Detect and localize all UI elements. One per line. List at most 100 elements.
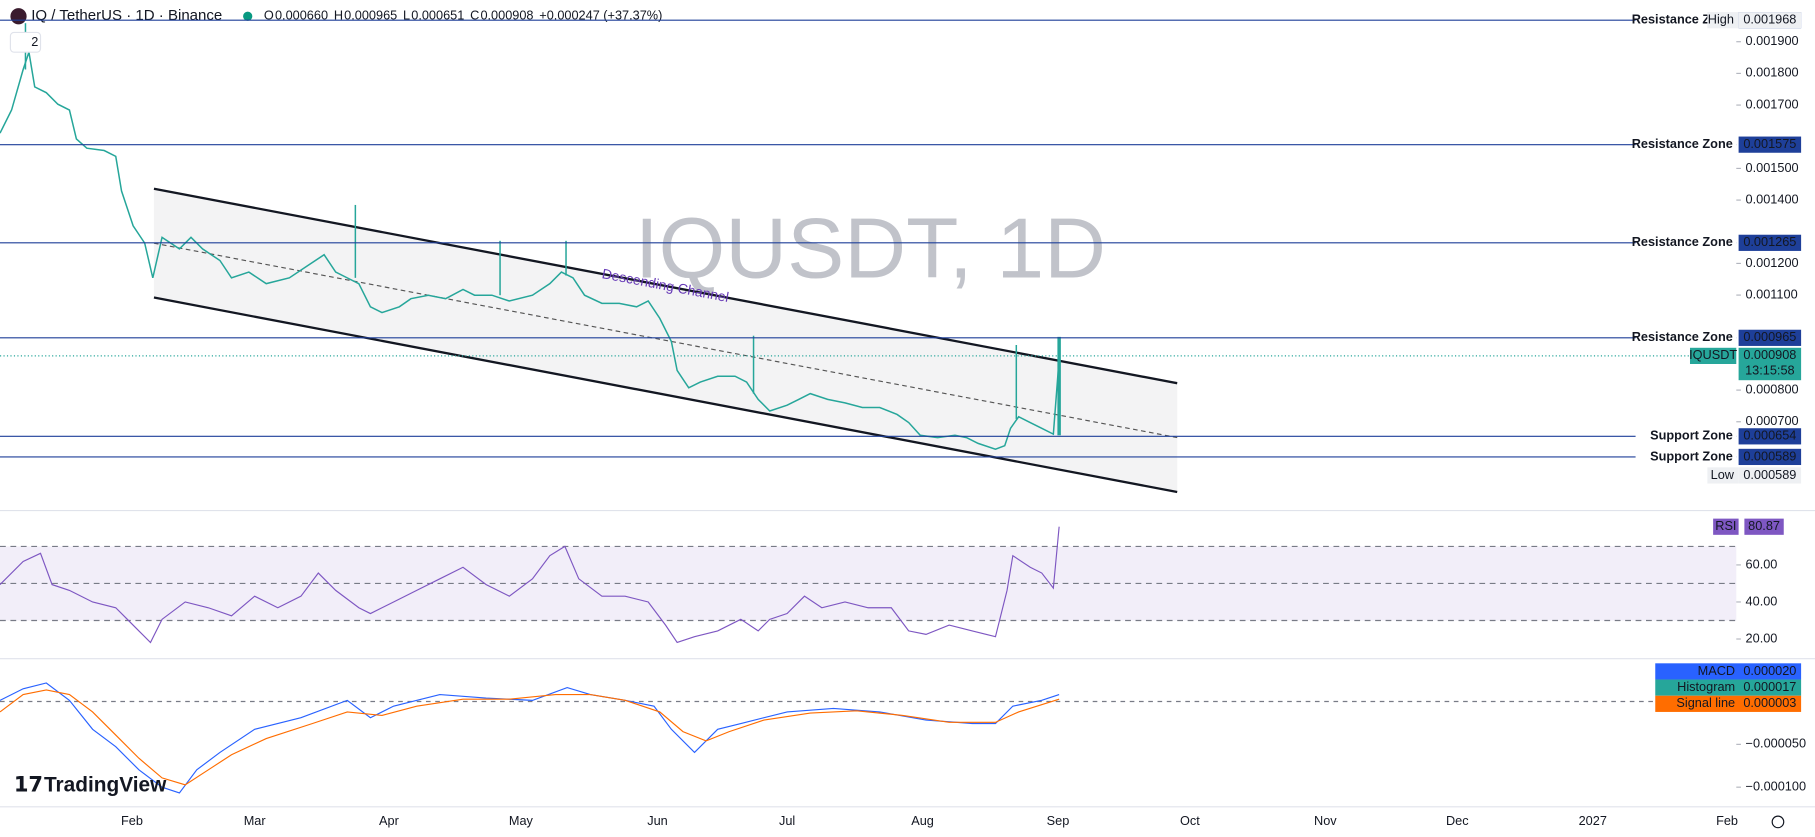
- ohlc-key: O: [264, 8, 274, 23]
- level-label: Resistance Zone: [1632, 136, 1733, 151]
- price-tag: [1738, 329, 1802, 346]
- market-status: [243, 11, 253, 21]
- watermark: IQUSDT, 1D: [635, 200, 1106, 296]
- level-label: Support Zone: [1650, 428, 1733, 443]
- price-tick-label: 0.000800: [1746, 381, 1799, 396]
- price-tag: [1738, 448, 1802, 466]
- time-label: Jul: [779, 813, 795, 828]
- symbol-logo: [10, 8, 27, 25]
- level-label-bg: [1635, 136, 1737, 153]
- macd-legend-value: 0.000020: [1743, 663, 1796, 678]
- time-label: Sep: [1047, 813, 1070, 828]
- price-tick-label: 0.001500: [1746, 160, 1799, 175]
- time-label: 2027: [1579, 813, 1607, 828]
- indicators-count: 2: [31, 34, 38, 49]
- countdown: 13:15:58: [1745, 362, 1795, 377]
- level-label-bg: [1635, 448, 1737, 466]
- price-tick-label: 0.001900: [1746, 33, 1799, 48]
- price-tag: [1738, 428, 1802, 445]
- hl-value: 0.000589: [1743, 467, 1796, 482]
- last-price-value: 0.000908: [1743, 347, 1796, 362]
- change: +0.000247 (+37.37%): [539, 8, 662, 23]
- price-tag: [1738, 234, 1802, 251]
- hl-label-bg: [1707, 467, 1739, 484]
- level-label-bg: [1635, 428, 1737, 445]
- price-tick-label: 0.000700: [1746, 413, 1799, 428]
- price-tick-label: 0.001400: [1746, 191, 1799, 206]
- price-sketch: [0, 51, 1060, 450]
- macd-legend-value: 0.000003: [1743, 695, 1796, 710]
- price-tag-value: 0.000965: [1743, 329, 1796, 344]
- macd-legend-value: 0.000017: [1743, 679, 1796, 694]
- macd-legend-name: Signal line: [1676, 695, 1735, 710]
- macd-legend-bg: [1655, 663, 1802, 680]
- brand-logo: 𝟭𝟳: [14, 774, 43, 797]
- last-price-tag: [1738, 347, 1802, 381]
- signal-line: [0, 689, 1060, 786]
- price-tag-value: 0.000654: [1743, 428, 1796, 443]
- level-label-bg: [1635, 234, 1737, 251]
- time-label: May: [509, 813, 534, 828]
- rsi-name: RSI: [1715, 518, 1736, 533]
- rsi-tick-label: 40.00: [1746, 593, 1778, 608]
- last-price-name: IQUSDT: [1689, 347, 1737, 362]
- time-label: Nov: [1314, 813, 1337, 828]
- rsi-value-bg: [1744, 518, 1784, 535]
- price-tick-label: 0.001200: [1746, 255, 1799, 270]
- channel-mid: [153, 242, 1178, 439]
- time-label: Jun: [647, 813, 668, 828]
- macd-tick-label: −0.000100: [1746, 779, 1806, 794]
- ohlc-value: 0.000908: [480, 8, 533, 23]
- macd-tick-label: −0.000050: [1746, 736, 1806, 751]
- ohlc-key: H: [334, 8, 343, 23]
- hl-value: 0.001968: [1743, 12, 1796, 27]
- channel-lower: [153, 296, 1178, 494]
- time-label: Oct: [1180, 813, 1200, 828]
- time-label: Aug: [911, 813, 934, 828]
- hl-label: High: [1708, 12, 1734, 27]
- time-label: Mar: [244, 813, 267, 828]
- rsi-name-bg: [1713, 518, 1739, 535]
- macd-legend-bg: [1655, 679, 1802, 696]
- price-tag: [1738, 136, 1802, 153]
- rsi-value: 80.87: [1748, 518, 1780, 533]
- level-label-bg: [1635, 329, 1737, 346]
- ohlc-value: 0.000965: [344, 8, 397, 23]
- time-label: Dec: [1446, 813, 1469, 828]
- macd-legend-name: Histogram: [1677, 679, 1735, 694]
- ohlc-value: 0.000660: [275, 8, 328, 23]
- price-tag-value: 0.001265: [1743, 234, 1796, 249]
- settings-button[interactable]: [1771, 815, 1785, 829]
- ohlc-key: L: [403, 8, 410, 23]
- hl-label: Low: [1711, 467, 1735, 482]
- time-label: Feb: [121, 813, 143, 828]
- price-tick-label: 0.001100: [1746, 286, 1798, 301]
- wicks: [24, 23, 1061, 436]
- price-tag-value: 0.000589: [1743, 448, 1796, 463]
- time-label: Apr: [379, 813, 400, 828]
- level-label: Resistance Zone: [1632, 234, 1733, 249]
- price-tag-value: 0.001575: [1743, 136, 1796, 151]
- rsi-levels: [0, 545, 1737, 622]
- macd-legend-name: MACD: [1698, 663, 1735, 678]
- ohlc-value: 0.000651: [411, 8, 464, 23]
- level-label: Support Zone: [1650, 448, 1733, 463]
- symbol-title: IQ / TetherUS · 1D · Binance: [31, 7, 222, 24]
- brand: TradingView: [44, 774, 167, 797]
- hl-label-bg: [1707, 12, 1739, 29]
- macd-legend-bg: [1655, 695, 1802, 712]
- price-tick-label: 0.001700: [1746, 96, 1799, 111]
- level-label: Resistance Zone: [1632, 329, 1733, 344]
- ohlc-key: C: [470, 8, 479, 23]
- hl-tag: [1738, 467, 1802, 484]
- price-tick-label: 0.001800: [1746, 65, 1799, 80]
- rsi-tick-label: 20.00: [1746, 630, 1778, 645]
- last-price-name-bg: [1689, 347, 1737, 364]
- rsi-line: [0, 526, 1060, 644]
- rsi-tick-label: 60.00: [1746, 556, 1778, 571]
- indicators-toggle[interactable]: [9, 31, 42, 53]
- hl-tag: [1738, 12, 1802, 29]
- channel-upper: [153, 187, 1178, 385]
